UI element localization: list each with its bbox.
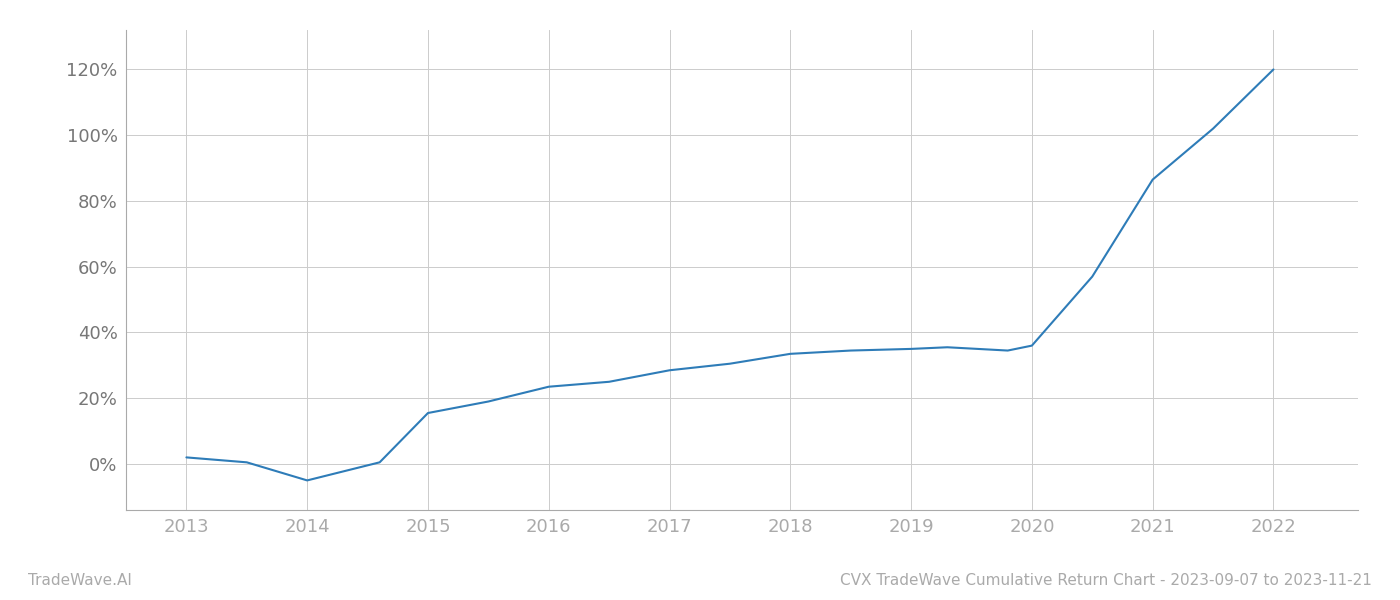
Text: TradeWave.AI: TradeWave.AI: [28, 573, 132, 588]
Text: CVX TradeWave Cumulative Return Chart - 2023-09-07 to 2023-11-21: CVX TradeWave Cumulative Return Chart - …: [840, 573, 1372, 588]
